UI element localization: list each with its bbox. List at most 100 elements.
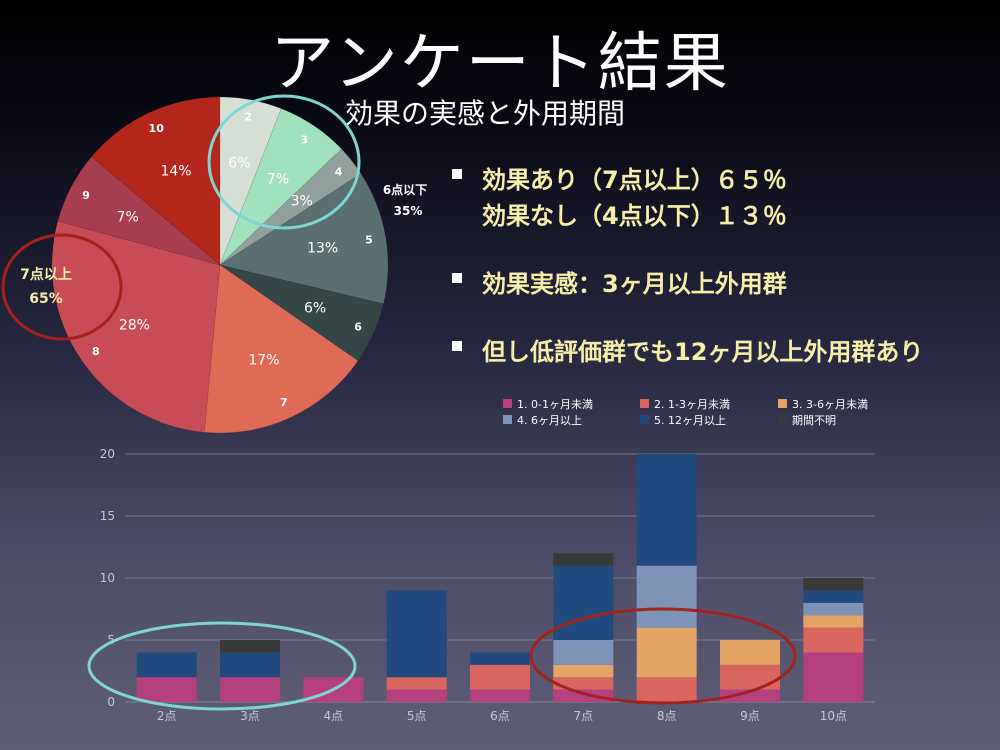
pie-score-label: 6 xyxy=(354,321,362,334)
bar-segment-3点 xyxy=(220,677,280,702)
pie-score-label: 5 xyxy=(365,233,373,246)
bar-segment-10点 xyxy=(803,590,864,603)
pie-slice-9 xyxy=(57,156,221,266)
pie-group-value: 35% xyxy=(394,204,423,218)
bar-segment-10点 xyxy=(803,615,864,628)
bar-segment-9点 xyxy=(720,640,780,665)
highlight-circle-red xyxy=(529,607,797,705)
x-tick-label: 7点 xyxy=(574,709,594,723)
legend-label: 2. 1-3ヶ月未満 xyxy=(654,398,730,411)
legend-swatch xyxy=(503,415,512,424)
legend-label: 5. 12ヶ月以上 xyxy=(654,414,726,427)
slide-title: アンケート結果 xyxy=(270,27,730,101)
bar-segment-10点 xyxy=(803,602,864,616)
bullet-square-icon xyxy=(452,273,462,283)
pie-percent-label: 13% xyxy=(307,240,338,256)
pie-slice-8 xyxy=(51,220,221,433)
legend-label: 3. 3-6ヶ月未満 xyxy=(792,398,868,411)
bar-segment-7点 xyxy=(553,553,614,566)
bar-segment-2点 xyxy=(136,652,197,678)
x-tick-label: 5点 xyxy=(407,709,427,723)
pie-percent-label: 7% xyxy=(117,210,139,226)
bar-segment-10点 xyxy=(803,652,864,702)
y-tick-label: 20 xyxy=(100,447,115,461)
bar-segment-7点 xyxy=(553,677,614,690)
x-tick-label: 4点 xyxy=(324,709,344,723)
pie-slice-5 xyxy=(219,173,389,305)
pie-percent-label: 28% xyxy=(119,317,150,333)
pie-score-label: 10 xyxy=(149,122,165,135)
pie-percent-label: 6% xyxy=(304,300,326,316)
highlight-circle-cyan xyxy=(207,94,361,230)
bar-segment-6点 xyxy=(470,689,530,702)
pie-group-label: 7点以上 xyxy=(20,266,72,283)
bullet-text: 但し低評価群でも12ヶ月以上外用群あり xyxy=(482,338,924,366)
bar-segment-8点 xyxy=(636,565,697,628)
x-tick-label: 8点 xyxy=(657,709,677,723)
x-tick-label: 6点 xyxy=(490,709,510,723)
pie-percent-label: 6% xyxy=(228,156,250,172)
bullet-text: 効果あり（7点以上）６５％ xyxy=(482,166,787,194)
bar-segment-7点 xyxy=(553,565,614,640)
pie-percent-label: 7% xyxy=(267,172,289,188)
bar-segment-6点 xyxy=(470,664,530,690)
pie-score-label: 4 xyxy=(335,165,343,178)
legend-swatch xyxy=(503,399,512,408)
pie-group-value: 65% xyxy=(29,291,63,307)
bullet-square-icon xyxy=(452,341,462,351)
pie-score-label: 9 xyxy=(82,189,90,202)
bullet-text: 効果なし（4点以下）１３％ xyxy=(482,202,787,230)
legend-swatch xyxy=(640,415,649,424)
x-tick-label: 2点 xyxy=(157,709,177,723)
bar-segment-8点 xyxy=(636,627,697,678)
legend-swatch xyxy=(640,399,649,408)
bar-segment-5点 xyxy=(386,677,447,690)
pie-slice-10 xyxy=(91,96,221,266)
x-tick-label: 10点 xyxy=(820,709,847,723)
legend-swatch xyxy=(778,415,787,424)
bar-segment-7点 xyxy=(553,664,614,678)
bar-segment-5点 xyxy=(386,590,447,678)
bar-segment-10点 xyxy=(803,627,864,653)
bar-segment-2点 xyxy=(136,677,197,702)
legend-label: 期間不明 xyxy=(792,414,836,427)
bar-segment-7点 xyxy=(553,640,614,665)
pie-score-label: 3 xyxy=(300,133,308,146)
pie-slice-2 xyxy=(219,96,282,266)
pie-percent-label: 3% xyxy=(291,193,313,209)
x-tick-label: 9点 xyxy=(740,709,760,723)
legend-swatch xyxy=(778,399,787,408)
pie-score-label: 2 xyxy=(244,110,252,123)
bar-segment-5点 xyxy=(386,689,447,702)
highlight-circle-cyan xyxy=(87,621,357,711)
pie-score-label: 7 xyxy=(280,396,288,409)
pie-group-label: 6点以下 xyxy=(383,182,427,197)
bullet-text: 効果実感：3ヶ月以上外用群 xyxy=(482,270,787,298)
legend-label: 1. 0-1ヶ月未満 xyxy=(517,398,593,411)
pie-slice-3 xyxy=(219,108,342,266)
bullet-square-icon xyxy=(452,169,462,179)
slide-subtitle: 効果の実感と外用期間 xyxy=(345,97,626,130)
bar-segment-10点 xyxy=(803,578,864,591)
pie-slice-6 xyxy=(219,264,384,362)
bar-segment-7点 xyxy=(553,689,614,702)
pie-slice-7 xyxy=(204,264,359,434)
x-tick-label: 3点 xyxy=(240,709,260,723)
pie-slice-4 xyxy=(219,148,362,266)
bar-segment-9点 xyxy=(720,689,780,702)
legend-label: 4. 6ヶ月以上 xyxy=(517,414,582,427)
bar-segment-6点 xyxy=(470,652,530,665)
bar-segment-9点 xyxy=(720,664,780,690)
pie-percent-label: 14% xyxy=(160,164,191,180)
y-tick-label: 10 xyxy=(100,571,115,585)
pie-percent-label: 17% xyxy=(248,352,279,368)
pie-score-label: 8 xyxy=(92,345,100,358)
y-tick-label: 5 xyxy=(107,633,115,647)
bar-segment-8点 xyxy=(636,677,697,702)
highlight-circle-red xyxy=(1,233,123,341)
y-tick-label: 0 xyxy=(107,695,115,709)
bar-segment-3点 xyxy=(220,640,280,653)
bar-segment-3点 xyxy=(220,652,280,678)
bar-segment-8点 xyxy=(636,454,697,566)
